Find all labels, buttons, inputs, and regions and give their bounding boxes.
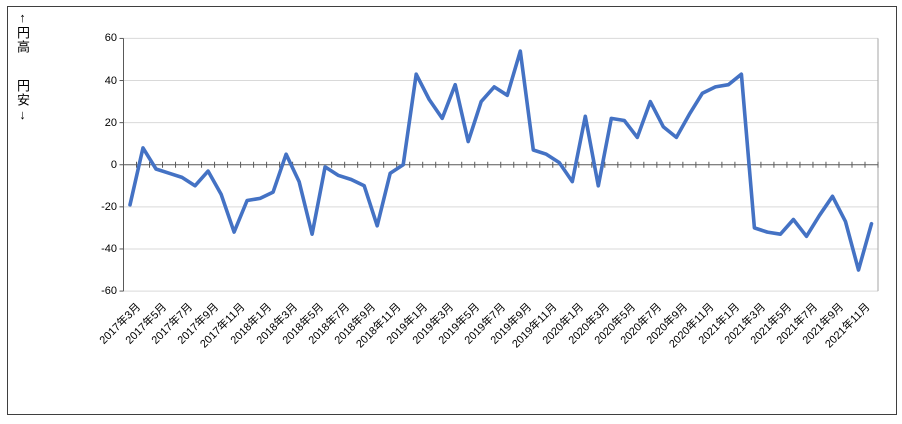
data-line-series [128, 49, 874, 272]
y-axis-title-top: ↑円高 [15, 10, 30, 54]
y-axis-label: 0 [110, 158, 117, 171]
y-axis-label: 20 [104, 116, 117, 129]
y-axis-label: -60 [101, 285, 117, 298]
y-axis-label: 40 [104, 74, 117, 87]
y-axis-title-bottom: 円安↓ [15, 79, 30, 123]
y-axis-label: -40 [101, 242, 117, 255]
y-axis-label: -20 [101, 200, 117, 213]
y-axis-label: 60 [104, 32, 117, 45]
chart-border [7, 6, 897, 415]
